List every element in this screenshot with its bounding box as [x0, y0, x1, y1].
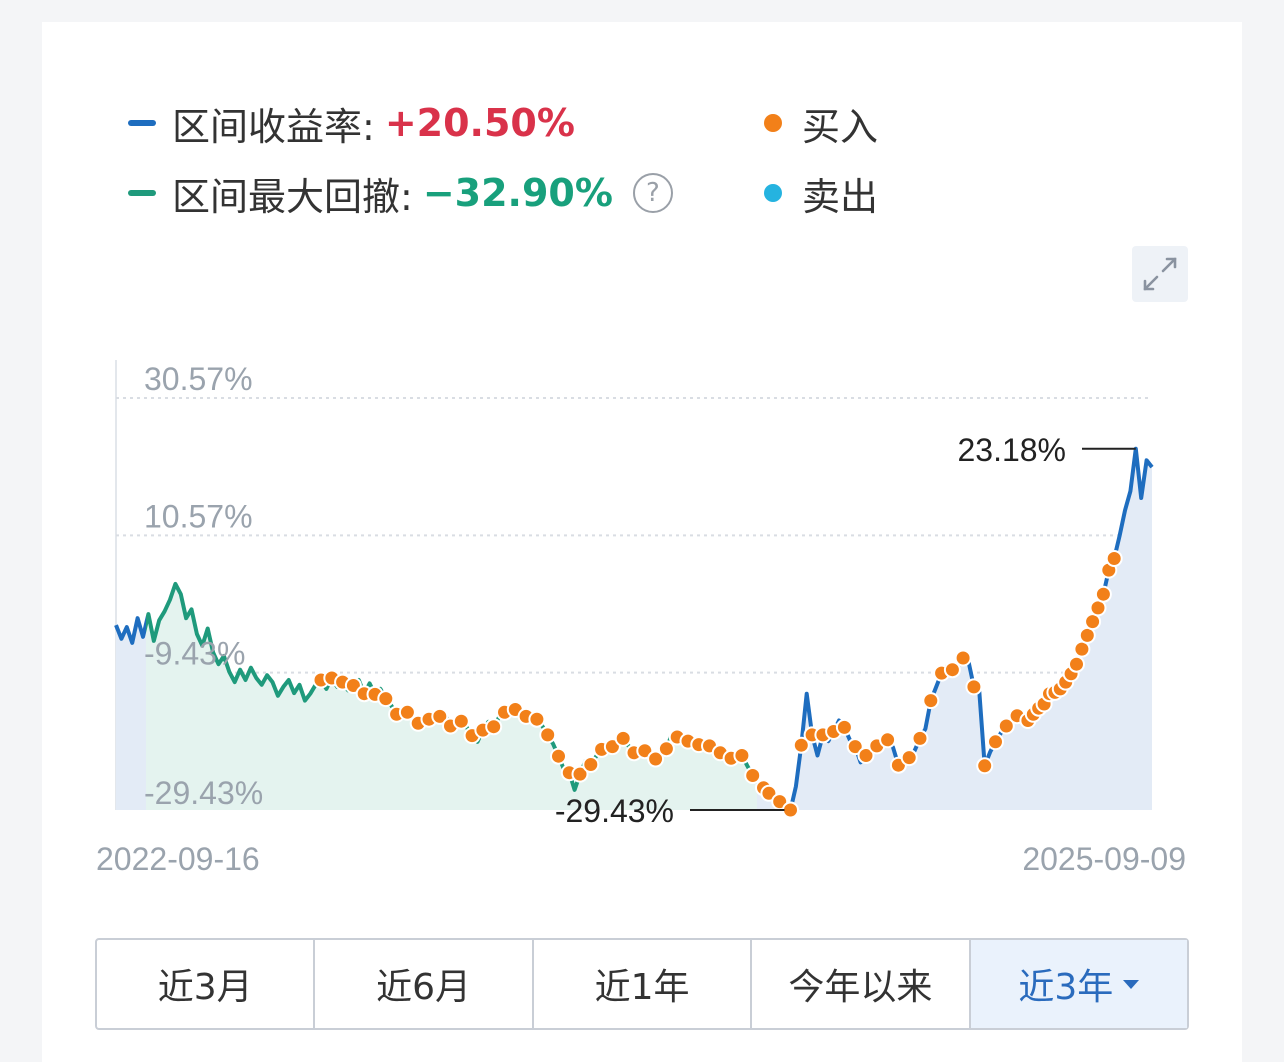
tab-3-months-label: 近3月	[157, 967, 253, 1008]
tab-3-years-label: 近3年	[1018, 967, 1114, 1008]
buy-marker	[835, 718, 853, 736]
buy-markers	[312, 550, 1123, 819]
y-tick-label: 10.57%	[144, 498, 253, 534]
buy-dot-icon	[764, 114, 782, 132]
buy-marker	[582, 756, 600, 773]
tab-6-months[interactable]: 近6月	[315, 940, 534, 1028]
return-line-swatch	[128, 120, 156, 126]
legend-sell: 卖出	[764, 168, 879, 219]
return-value: +20.50%	[384, 101, 575, 145]
buy-marker	[398, 703, 416, 721]
buy-marker	[954, 649, 972, 667]
x-start-label: 2022-09-16	[96, 841, 260, 877]
buy-marker	[377, 690, 395, 708]
tab-year-to-date[interactable]: 今年以来	[752, 940, 971, 1028]
drawdown-line-swatch	[128, 190, 156, 196]
period-tabs: 近3月 近6月 近1年 今年以来 近3年	[95, 938, 1189, 1030]
buy-marker	[571, 765, 589, 783]
buy-marker	[900, 749, 918, 767]
legend-buy: 买入	[764, 98, 879, 149]
buy-marker	[539, 726, 557, 744]
buy-marker	[744, 767, 762, 784]
buy-marker	[922, 692, 940, 710]
tab-3-months[interactable]: 近3月	[97, 940, 316, 1028]
buy-marker	[1068, 655, 1085, 673]
buy-marker	[997, 717, 1015, 735]
buy-marker	[976, 757, 994, 775]
area-fill-rise	[757, 448, 1152, 810]
buy-label: 买入	[802, 104, 879, 149]
tab-1-year[interactable]: 近1年	[534, 940, 753, 1028]
chevron-down-icon	[1123, 979, 1140, 989]
buy-marker	[647, 750, 665, 768]
drawdown-label: 区间最大回撤:	[172, 174, 413, 219]
buy-marker	[431, 707, 449, 725]
legend-return: 区间收益率: +20.50%	[128, 98, 575, 149]
buy-marker	[550, 747, 567, 765]
y-tick-label: -29.43%	[144, 775, 263, 811]
chart-legend: 区间收益率: +20.50% 区间最大回撤: −32.90% ? 买入 卖出	[128, 96, 948, 236]
expand-icon	[1143, 257, 1177, 291]
buy-marker	[782, 801, 799, 819]
return-label: 区间收益率:	[172, 104, 375, 149]
buy-marker	[792, 736, 810, 754]
buy-marker	[965, 678, 983, 696]
tab-1-year-label: 近1年	[594, 967, 690, 1008]
fullscreen-button[interactable]	[1132, 246, 1188, 302]
buy-marker	[911, 729, 929, 747]
buy-marker	[452, 712, 470, 730]
area-fill-start	[116, 618, 146, 810]
tab-6-months-label: 近6月	[376, 967, 472, 1008]
buy-marker	[733, 747, 751, 764]
buy-marker	[987, 733, 1004, 751]
y-tick-labels: 30.57% 10.57% -9.43% -29.43%	[144, 361, 263, 811]
buy-marker	[1094, 585, 1112, 603]
legend-drawdown: 区间最大回撤: −32.90% ?	[128, 168, 673, 219]
buy-marker	[943, 661, 961, 679]
sell-label: 卖出	[802, 174, 879, 219]
x-end-label: 2025-09-09	[1022, 841, 1186, 877]
min-label: -29.43%	[555, 793, 674, 829]
buy-marker	[846, 738, 864, 756]
buy-marker	[528, 710, 546, 728]
sell-dot-icon	[764, 184, 782, 202]
y-tick-label: -9.43%	[144, 636, 245, 672]
buy-marker	[1105, 550, 1123, 567]
buy-marker	[485, 718, 503, 736]
gridlines	[116, 397, 1152, 674]
buy-marker	[879, 731, 897, 749]
y-tick-label: 30.57%	[144, 361, 253, 397]
tab-ytd-label: 今年以来	[788, 967, 933, 1008]
max-label: 23.18%	[957, 432, 1066, 468]
buy-marker	[614, 729, 632, 747]
buy-marker	[857, 747, 875, 764]
help-icon[interactable]: ?	[632, 173, 673, 213]
buy-marker	[1078, 626, 1096, 644]
tab-3-years[interactable]: 近3年	[970, 940, 1188, 1028]
drawdown-value: −32.90%	[422, 171, 613, 215]
buy-marker	[657, 740, 675, 758]
